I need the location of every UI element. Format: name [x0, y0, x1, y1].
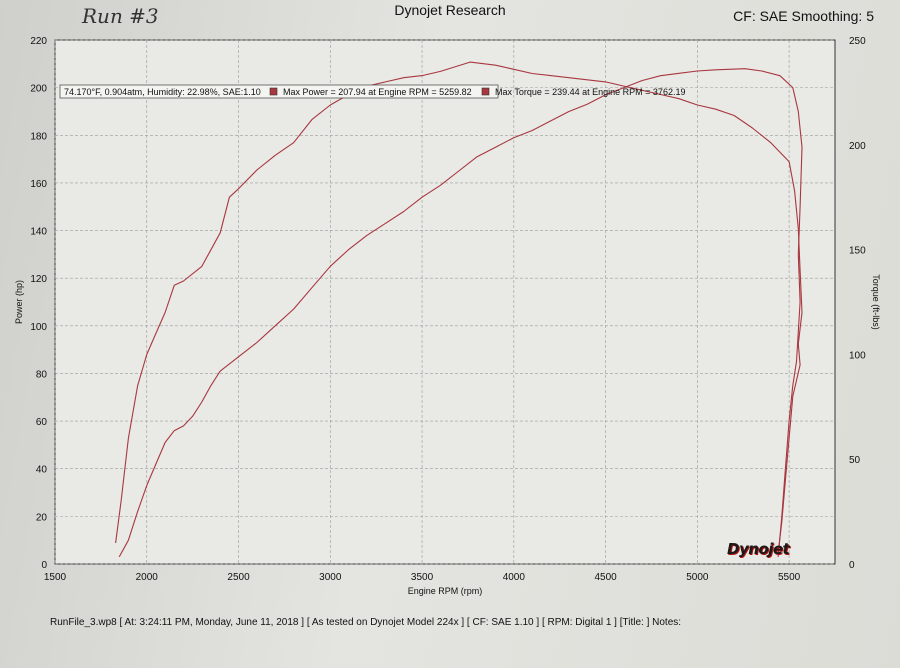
y-tick-label: 220 — [30, 36, 47, 47]
correction-factor-label: CF: SAE Smoothing: 5 — [733, 8, 874, 24]
y2-tick-label: 250 — [849, 36, 866, 47]
x-tick-label: 5500 — [778, 572, 801, 583]
y-tick-label: 180 — [30, 131, 47, 142]
y-axis-label: Power (hp) — [14, 280, 24, 324]
y-tick-label: 0 — [41, 560, 47, 571]
y2-axis-ticks: 0 50 100 150 200 250 — [849, 36, 866, 571]
x-tick-label: 2000 — [136, 572, 159, 583]
legend-box: 74.170°F, 0.904atm, Humidity: 22.98%, SA… — [59, 84, 685, 99]
handwritten-run-note: Run #3 — [82, 4, 159, 28]
dynojet-logo: Dynojet — [727, 540, 790, 558]
y-tick-label: 160 — [30, 179, 47, 190]
plot-area — [54, 39, 836, 565]
y2-tick-label: 100 — [849, 350, 866, 361]
series-group — [115, 61, 803, 558]
y-tick-label: 100 — [30, 322, 47, 333]
x-axis-ticks: 1500 2000 2500 3000 3500 4000 4500 5000 5500 — [44, 572, 801, 583]
x-tick-label: 3000 — [319, 572, 342, 583]
x-tick-label: 4000 — [503, 572, 526, 583]
y-tick-label: 140 — [30, 227, 47, 238]
y-tick-label: 80 — [36, 369, 48, 380]
y-axis-ticks: 0 20 40 60 80 100 120 140 160 180 200 220 — [30, 36, 47, 571]
y-tick-label: 120 — [30, 274, 47, 285]
page-title: Dynojet Research — [394, 2, 506, 18]
legend-swatch-torque — [481, 87, 490, 96]
x-tick-label: 3500 — [411, 572, 434, 583]
x-axis-label: Engine RPM (rpm) — [408, 586, 483, 596]
run-file-footer: RunFile_3.wp8 [ At: 3:24:11 PM, Monday, … — [50, 617, 682, 628]
y2-tick-label: 50 — [849, 455, 861, 466]
legend-entry-torque: Max Torque = 239.44 at Engine RPM = 3762… — [495, 87, 685, 97]
y2-tick-label: 150 — [849, 246, 866, 257]
y-tick-label: 40 — [36, 465, 48, 476]
series-line-power — [118, 68, 803, 558]
legend-swatch-power — [269, 87, 278, 96]
y2-tick-label: 0 — [849, 560, 855, 571]
y-tick-label: 200 — [30, 84, 47, 95]
x-tick-label: 2500 — [227, 572, 250, 583]
series-line-torque — [115, 61, 803, 554]
x-tick-label: 4500 — [594, 572, 617, 583]
legend-entry-power: Max Power = 207.94 at Engine RPM = 5259.… — [283, 87, 472, 97]
conditions-text: 74.170°F, 0.904atm, Humidity: 22.98%, SA… — [64, 87, 261, 97]
x-tick-label: 1500 — [44, 572, 67, 583]
y-tick-label: 20 — [36, 512, 48, 523]
y2-axis-label: Torque (ft-lbs) — [871, 274, 881, 330]
x-tick-label: 5000 — [686, 572, 709, 583]
grid-lines — [54, 39, 835, 565]
y2-tick-label: 200 — [849, 141, 866, 152]
y-tick-label: 60 — [36, 417, 48, 428]
